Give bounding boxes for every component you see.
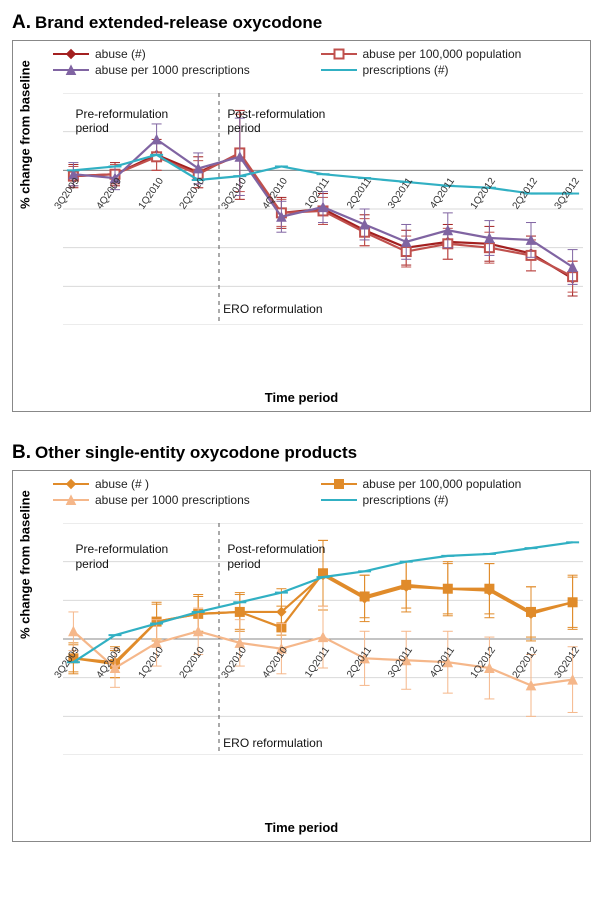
panel-title-text: Other single-entity oxycodone products	[35, 443, 357, 462]
legend: abuse (#) abuse per 100,000 population abu…	[13, 41, 590, 83]
legend-item: prescriptions (#)	[321, 493, 571, 507]
legend-label: abuse per 100,000 population	[363, 47, 522, 61]
chart-panel: A.Brand extended-release oxycodone abuse …	[12, 12, 591, 412]
legend-label: abuse (#)	[95, 47, 146, 61]
chart-panel: B.Other single-entity oxycodone products…	[12, 442, 591, 842]
y-axis-label: % change from baseline	[18, 60, 33, 209]
legend-label: prescriptions (#)	[363, 493, 449, 507]
y-tick: -20%	[0, 672, 57, 684]
legend-label: abuse (# )	[95, 477, 149, 491]
annotation: ERO reformulation	[223, 302, 322, 316]
legend-item: prescriptions (#)	[321, 63, 571, 77]
annotation: Post-reformulationperiod	[227, 107, 325, 136]
legend: abuse (# ) abuse per 100,000 population ab…	[13, 471, 590, 513]
panel-title: B.Other single-entity oxycodone products	[12, 442, 591, 464]
legend-item: abuse per 100,000 population	[321, 47, 571, 61]
y-tick: -40%	[0, 242, 57, 254]
panel-title: A.Brand extended-release oxycodone	[12, 12, 591, 34]
legend-label: abuse per 1000 prescriptions	[95, 493, 250, 507]
legend-item: abuse per 1000 prescriptions	[53, 63, 303, 77]
legend-label: prescriptions (#)	[363, 63, 449, 77]
panel-title-text: Brand extended-release oxycodone	[35, 13, 322, 32]
legend-label: abuse per 1000 prescriptions	[95, 63, 250, 77]
chart-box: abuse (# ) abuse per 100,000 population ab…	[12, 470, 591, 842]
annotation: Pre-reformulationperiod	[75, 542, 168, 571]
y-axis-label: % change from baseline	[18, 490, 33, 639]
plot-area: -60%-40%-20%0%20%40%60%3Q20094Q20091Q201…	[63, 523, 578, 755]
legend-label: abuse per 100,000 population	[363, 477, 522, 491]
y-tick: -60%	[0, 749, 57, 761]
annotation: Post-reformulationperiod	[227, 542, 325, 571]
x-axis-label: Time period	[13, 390, 590, 405]
chart-box: abuse (#) abuse per 100,000 population abu…	[12, 40, 591, 412]
y-tick: -60%	[0, 280, 57, 292]
y-tick: -80%	[0, 319, 57, 331]
legend-item: abuse (#)	[53, 47, 303, 61]
annotation: ERO reformulation	[223, 736, 322, 750]
x-axis-label: Time period	[13, 820, 590, 835]
plot-area: -80%-60%-40%-20%0%20%40%3Q20094Q20091Q20…	[63, 93, 578, 325]
legend-item: abuse per 1000 prescriptions	[53, 493, 303, 507]
y-tick: -40%	[0, 710, 57, 722]
legend-item: abuse (# )	[53, 477, 303, 491]
legend-item: abuse per 100,000 population	[321, 477, 571, 491]
annotation: Pre-reformulationperiod	[75, 107, 168, 136]
